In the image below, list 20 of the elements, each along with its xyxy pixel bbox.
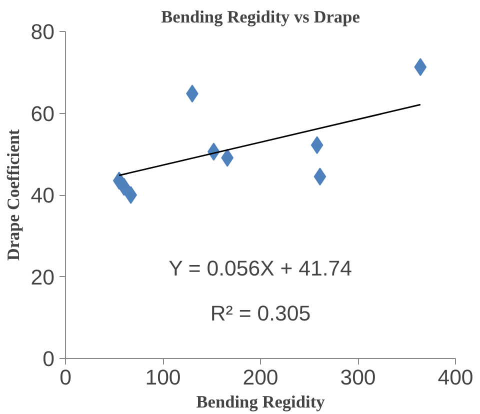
point: [314, 168, 326, 186]
annotation: R² = 0.305: [210, 302, 311, 326]
chart-title: Bending Regidity vs Drape: [161, 8, 360, 26]
y-tick-label: 60: [30, 102, 55, 126]
y-tick-label: 80: [30, 20, 55, 44]
point: [221, 148, 234, 167]
point: [310, 136, 324, 154]
y-tick-label: 20: [30, 265, 55, 290]
point: [414, 58, 427, 76]
point: [118, 178, 130, 196]
x-tick-label: 300: [340, 366, 376, 390]
y-tick-label: 0: [42, 347, 55, 371]
x-tick-label: 0: [60, 366, 72, 390]
x-tick-label: 100: [145, 366, 181, 390]
x-axis-title: Bending Regidity: [196, 392, 326, 412]
annotation: Y = 0.056X + 41.74: [168, 256, 352, 281]
y-axis-title: Drape Coefficient: [4, 129, 23, 261]
x-tick-label: 400: [438, 366, 474, 390]
y-tick-label: 40: [30, 184, 55, 208]
x-tick-label: 200: [242, 366, 278, 390]
